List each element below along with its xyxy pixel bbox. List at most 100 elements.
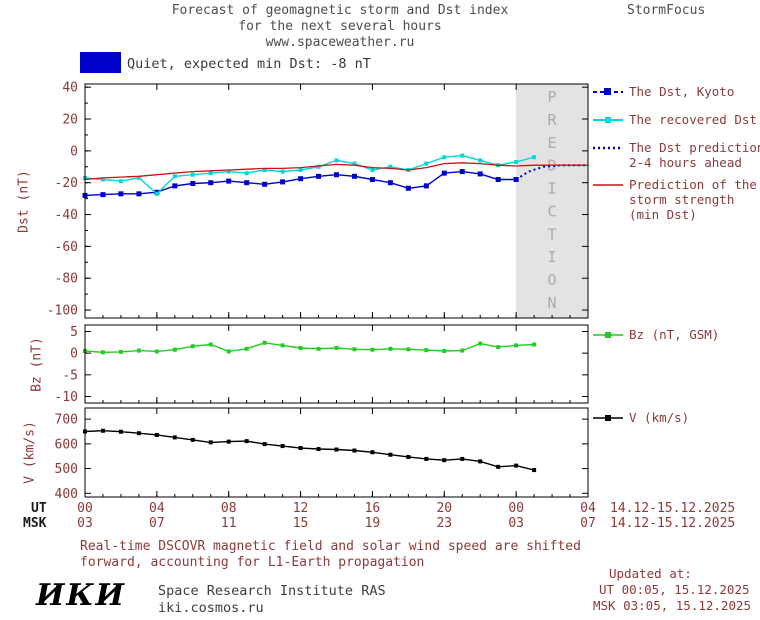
- updated-at-title: Updated at:: [609, 566, 692, 581]
- footnote-line2: forward, accounting for L1-Earth propaga…: [80, 555, 425, 570]
- prediction-letter: C: [548, 202, 557, 220]
- legend-label: V (km/s): [629, 410, 690, 425]
- panel-frame: [84, 407, 589, 498]
- legend-item-v: V (km/s): [592, 410, 689, 425]
- iki-logo: ИКИ: [36, 578, 126, 613]
- legend-label-line2: 2-4 hours ahead: [629, 155, 742, 170]
- bz-swatch-icon: [593, 332, 623, 338]
- v-swatch-icon: [593, 415, 623, 421]
- bz-axis-label: Bz (nT): [29, 337, 45, 392]
- y-tick-label: -80: [55, 272, 78, 287]
- prediction-letter: P: [548, 88, 557, 106]
- panel-frame: [84, 324, 589, 404]
- y-tick-label: -60: [55, 240, 78, 255]
- y-tick-label: -20: [55, 176, 78, 191]
- footnote-line1: Real-time DSCOVR magnetic field and sola…: [80, 539, 581, 554]
- ut-tick-label: 04: [580, 501, 596, 516]
- storm-level-swatch: [80, 52, 121, 73]
- msk-date-range: 14.12-15.12.2025: [610, 516, 736, 531]
- legend-item-storm-strength: Prediction of the storm strength (min Ds…: [592, 177, 757, 222]
- y-tick-label: 600: [55, 437, 78, 452]
- v-panel: 700 600 500 400: [55, 407, 589, 502]
- msk-tick-label: 03: [508, 516, 524, 531]
- legend-label: The recovered Dst: [629, 112, 757, 127]
- y-tick-label: 0: [70, 347, 78, 362]
- ut-tick-label: 04: [149, 501, 165, 516]
- page-title: Forecast of geomagnetic storm and Dst in…: [55, 3, 625, 51]
- y-tick-label: 40: [62, 81, 78, 96]
- brand-label: StormFocus: [627, 3, 706, 18]
- legend-label-line2: storm strength: [629, 192, 735, 207]
- ut-tick-label: 16: [365, 501, 381, 516]
- ut-tick-label: 20: [436, 501, 452, 516]
- ut-date-range: 14.12-15.12.2025: [610, 501, 736, 516]
- msk-tick-label: 23: [436, 516, 452, 531]
- storm-level-label: Quiet, expected min Dst: -8 nT: [127, 56, 371, 72]
- y-tick-label: -100: [47, 304, 78, 319]
- y-tick-label: -10: [55, 390, 78, 405]
- series-prediction-of-the-storm-strength-min-dst-: [84, 162, 588, 181]
- y-tick-label: 0: [70, 144, 78, 159]
- ut-tick-label: 12: [293, 501, 309, 516]
- ut-tick-label: 00: [77, 501, 93, 516]
- dst-prediction-swatch-icon: [593, 146, 623, 150]
- prediction-letter: R: [548, 111, 558, 129]
- y-tick-label: -5: [62, 368, 78, 383]
- prediction-letter: T: [548, 225, 557, 243]
- prediction-letter: I: [548, 180, 557, 198]
- legend-label-line3: (min Dst): [629, 207, 697, 222]
- title-line-2: for the next several hours: [238, 19, 442, 34]
- institute-name: Space Research Institute RAS: [158, 583, 386, 599]
- legend-label: The Dst, Kyoto: [629, 84, 735, 99]
- prediction-letter: E: [548, 134, 557, 152]
- series-the-dst-kyoto: [82, 169, 519, 198]
- legend-label-line1: Prediction of the: [629, 177, 757, 192]
- y-tick-label: 400: [55, 487, 78, 502]
- ut-tick-label: 08: [221, 501, 237, 516]
- updated-at-msk: MSK 03:05, 15.12.2025: [593, 598, 752, 613]
- prediction-region: [516, 84, 588, 318]
- msk-tick-label: 11: [221, 516, 237, 531]
- legend-label-line1: The Dst prediction: [629, 140, 760, 155]
- series-the-recovered-dst: [83, 153, 537, 196]
- msk-tick-label: 03: [77, 516, 93, 531]
- msk-tick-label: 07: [149, 516, 165, 531]
- storm-strength-swatch-icon: [593, 184, 623, 186]
- dst-kyoto-swatch-icon: [593, 88, 623, 95]
- bz-panel: 5 0 -5 -10: [55, 324, 589, 405]
- series-bz-nt-gsm-: [83, 340, 537, 355]
- legend-item-dst-kyoto: The Dst, Kyoto: [592, 84, 734, 99]
- msk-tick-label: 19: [365, 516, 381, 531]
- legend-item-recovered-dst: The recovered Dst: [592, 112, 757, 127]
- legend-item-bz: Bz (nT, GSM): [592, 327, 719, 342]
- prediction-letter: O: [548, 271, 557, 289]
- title-line-1: Forecast of geomagnetic storm and Dst in…: [171, 3, 509, 18]
- ut-tick-label: 00: [508, 501, 524, 516]
- msk-tick-label: 07: [580, 516, 596, 531]
- ut-row-prefix: UT: [31, 501, 47, 516]
- prediction-letter: D: [548, 157, 557, 175]
- msk-tick-label: 15: [293, 516, 309, 531]
- y-tick-label: 20: [62, 113, 78, 128]
- y-tick-label: -40: [55, 208, 78, 223]
- y-tick-label: 700: [55, 413, 78, 428]
- panel-frame: [84, 83, 589, 319]
- legend-label: Bz (nT, GSM): [629, 327, 720, 342]
- v-axis-label: V (km/s): [22, 421, 38, 484]
- prediction-letter: I: [548, 248, 557, 266]
- institute-site: iki.cosmos.ru: [158, 600, 264, 616]
- series-the-dst-prediction-2-4-hours-ahead: [515, 164, 588, 181]
- series-v-km-s-: [83, 428, 537, 473]
- updated-at-ut: UT 00:05, 15.12.2025: [599, 582, 750, 597]
- dst-axis-label: Dst (nT): [16, 170, 32, 233]
- recovered-dst-swatch-icon: [593, 117, 623, 123]
- y-tick-label: 5: [70, 325, 78, 340]
- legend-item-dst-prediction: The Dst prediction 2-4 hours ahead: [592, 140, 760, 170]
- y-tick-label: 500: [55, 462, 78, 477]
- msk-row-prefix: MSK: [23, 516, 47, 531]
- prediction-letter: N: [548, 294, 557, 312]
- site-url: www.spaceweather.ru: [265, 35, 415, 50]
